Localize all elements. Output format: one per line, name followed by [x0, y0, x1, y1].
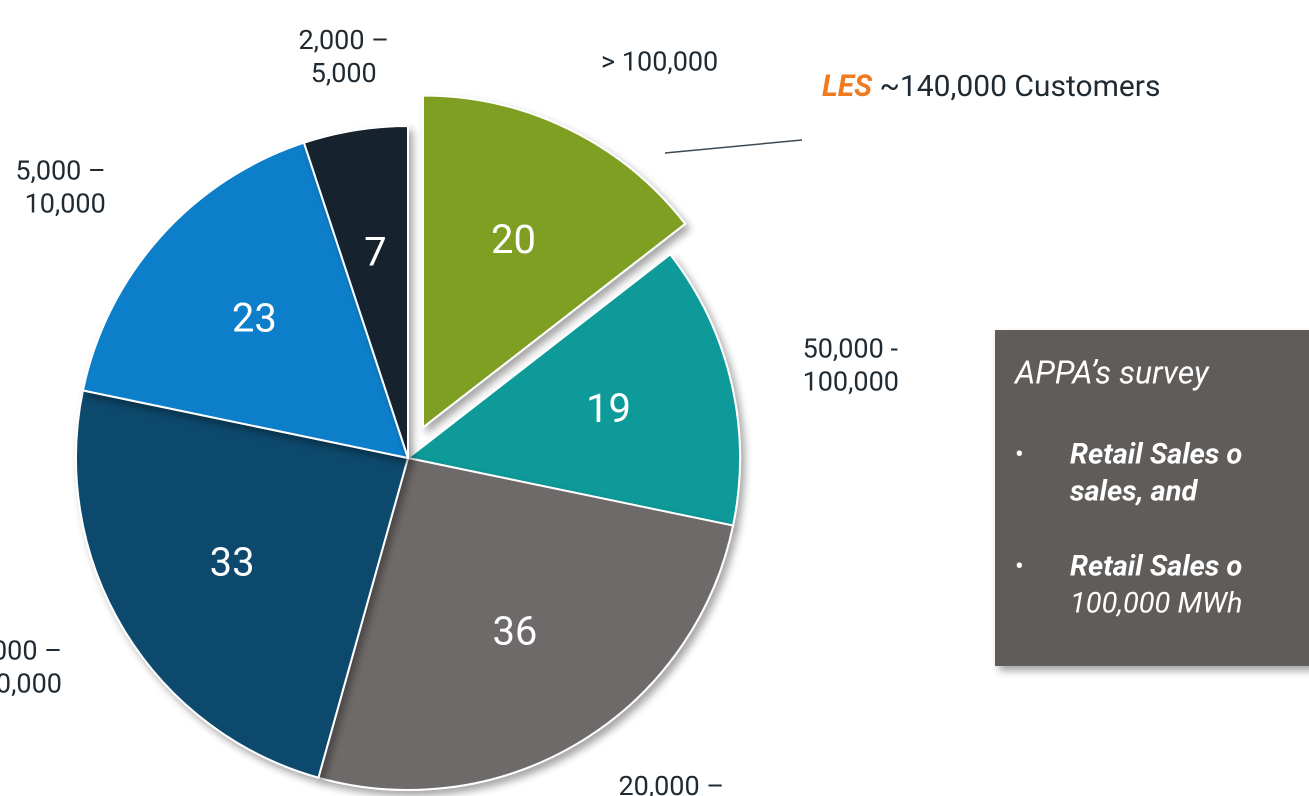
note-bullet-line: Retail Sales o: [1070, 550, 1242, 584]
pie-slice: [302, 124, 409, 459]
pie-slice: [75, 389, 410, 779]
slice-value: 19: [586, 385, 631, 432]
note-bullet-line: 100,000 MWh: [1070, 587, 1242, 621]
category-label: 50,000 -100,000: [803, 333, 899, 398]
category-label: > 100,000: [601, 46, 718, 78]
category-label: 10,000 –20,000: [0, 635, 62, 700]
slice-value: 7: [364, 228, 386, 275]
slice-value: 20: [491, 216, 536, 263]
bullet: •: [1015, 552, 1024, 582]
leader-line: [664, 139, 803, 154]
slice-value: 23: [232, 295, 277, 342]
annotation: LES ~140,000 Customers: [822, 69, 1160, 104]
pie-slice: [405, 252, 741, 527]
note-background: [995, 330, 1309, 666]
category-label: 5,000 –10,000: [15, 154, 105, 219]
slice-value: 36: [492, 607, 537, 654]
pie-slice: [81, 141, 410, 460]
note-bullet-line: sales, and: [1070, 475, 1198, 509]
category-label: 2,000 –5,000: [299, 24, 389, 89]
note-title: APPA’s survey: [1013, 353, 1210, 391]
note-bullet-line: Retail Sales o: [1070, 438, 1242, 472]
annotation-emphasis: LES: [822, 69, 873, 104]
category-label: 20,000 –50,000: [618, 770, 724, 796]
pie-slice: [421, 94, 687, 430]
annotation-text: ~140,000 Customers: [879, 69, 1160, 104]
pie-slice: [317, 456, 735, 792]
bullet: •: [1015, 440, 1024, 470]
slice-value: 33: [210, 539, 255, 586]
